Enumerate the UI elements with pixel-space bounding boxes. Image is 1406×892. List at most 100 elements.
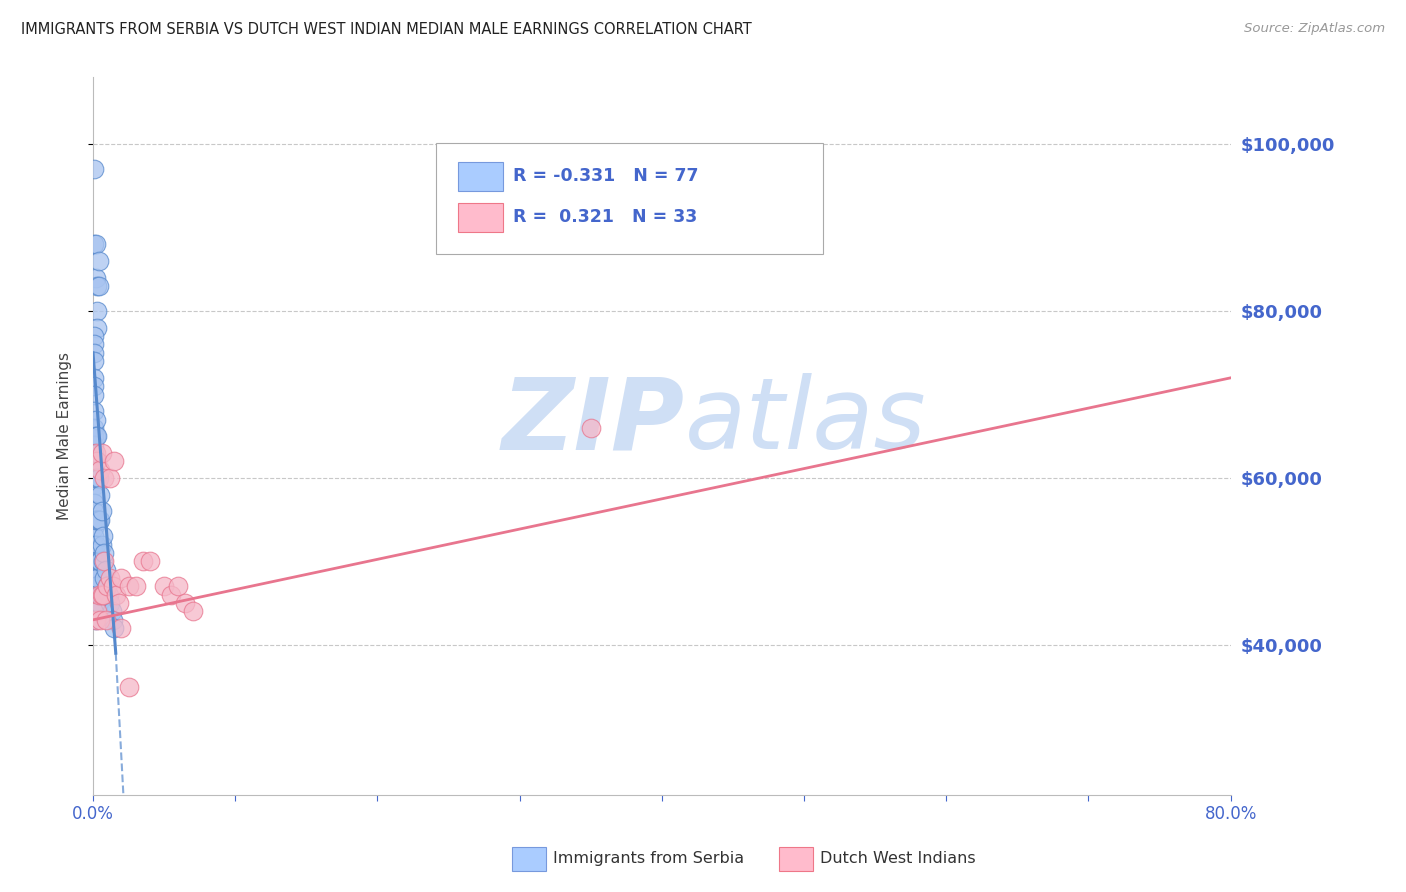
Point — [83, 588, 105, 602]
Point — [93, 546, 115, 560]
Point — [98, 471, 121, 485]
Point — [83, 504, 105, 518]
Point — [83, 521, 105, 535]
Point — [90, 504, 112, 518]
Point — [98, 571, 121, 585]
Point — [83, 513, 105, 527]
Point — [117, 680, 139, 694]
Point — [84, 446, 107, 460]
Point — [83, 446, 105, 460]
Text: Immigrants from Serbia: Immigrants from Serbia — [553, 851, 744, 865]
Point — [100, 605, 122, 619]
Point — [579, 421, 602, 435]
Point — [87, 254, 110, 268]
Point — [91, 588, 114, 602]
Point — [84, 579, 107, 593]
Text: R =  0.321   N = 33: R = 0.321 N = 33 — [513, 208, 697, 226]
Point — [89, 613, 111, 627]
Point — [94, 613, 117, 627]
Point — [96, 579, 118, 593]
Point — [89, 488, 111, 502]
Point — [87, 279, 110, 293]
Point — [83, 554, 105, 568]
Point — [83, 387, 105, 401]
Point — [86, 279, 108, 293]
Point — [84, 270, 107, 285]
Point — [84, 429, 107, 443]
Point — [84, 613, 107, 627]
Point — [84, 588, 107, 602]
Point — [83, 429, 105, 443]
Point — [117, 579, 139, 593]
Point — [97, 588, 120, 602]
Point — [83, 529, 105, 543]
Text: R = -0.331   N = 77: R = -0.331 N = 77 — [513, 167, 699, 185]
Point — [91, 529, 114, 543]
Point — [83, 162, 105, 177]
Point — [89, 554, 111, 568]
Point — [89, 588, 111, 602]
Point — [181, 605, 204, 619]
Point — [83, 538, 105, 552]
Point — [83, 437, 105, 451]
Point — [139, 554, 162, 568]
Point — [83, 371, 105, 385]
Point — [104, 588, 127, 602]
Point — [83, 563, 105, 577]
Point — [86, 571, 108, 585]
Point — [160, 588, 183, 602]
Point — [86, 605, 108, 619]
Point — [84, 613, 107, 627]
Point — [83, 454, 105, 468]
Point — [83, 471, 105, 485]
Point — [84, 596, 107, 610]
Point — [93, 571, 115, 585]
Text: Dutch West Indians: Dutch West Indians — [820, 851, 976, 865]
Point — [83, 488, 105, 502]
Point — [167, 579, 190, 593]
Point — [83, 579, 105, 593]
Point — [94, 563, 117, 577]
Point — [87, 471, 110, 485]
Point — [83, 329, 105, 343]
Point — [110, 571, 132, 585]
Point — [174, 596, 197, 610]
Point — [90, 446, 112, 460]
Point — [83, 546, 105, 560]
Point — [86, 429, 108, 443]
Point — [83, 337, 105, 351]
Point — [83, 496, 105, 510]
Point — [87, 596, 110, 610]
Point — [83, 571, 105, 585]
Point — [83, 237, 105, 252]
Point — [103, 454, 125, 468]
Point — [124, 579, 146, 593]
Point — [132, 554, 155, 568]
Point — [86, 471, 108, 485]
Point — [96, 579, 118, 593]
Point — [87, 554, 110, 568]
Point — [83, 404, 105, 418]
Point — [86, 454, 108, 468]
Point — [101, 613, 124, 627]
Point — [86, 304, 108, 318]
Point — [101, 579, 124, 593]
Point — [83, 346, 105, 360]
Point — [83, 596, 105, 610]
Text: IMMIGRANTS FROM SERBIA VS DUTCH WEST INDIAN MEDIAN MALE EARNINGS CORRELATION CHA: IMMIGRANTS FROM SERBIA VS DUTCH WEST IND… — [21, 22, 752, 37]
Point — [90, 588, 112, 602]
Point — [107, 596, 129, 610]
Point — [89, 462, 111, 476]
Point — [84, 471, 107, 485]
Point — [110, 621, 132, 635]
Point — [87, 588, 110, 602]
Point — [84, 513, 107, 527]
Point — [83, 462, 105, 476]
Point — [93, 471, 115, 485]
Point — [83, 421, 105, 435]
Point — [87, 513, 110, 527]
Point — [86, 554, 108, 568]
Point — [86, 513, 108, 527]
Point — [89, 513, 111, 527]
Point — [98, 596, 121, 610]
